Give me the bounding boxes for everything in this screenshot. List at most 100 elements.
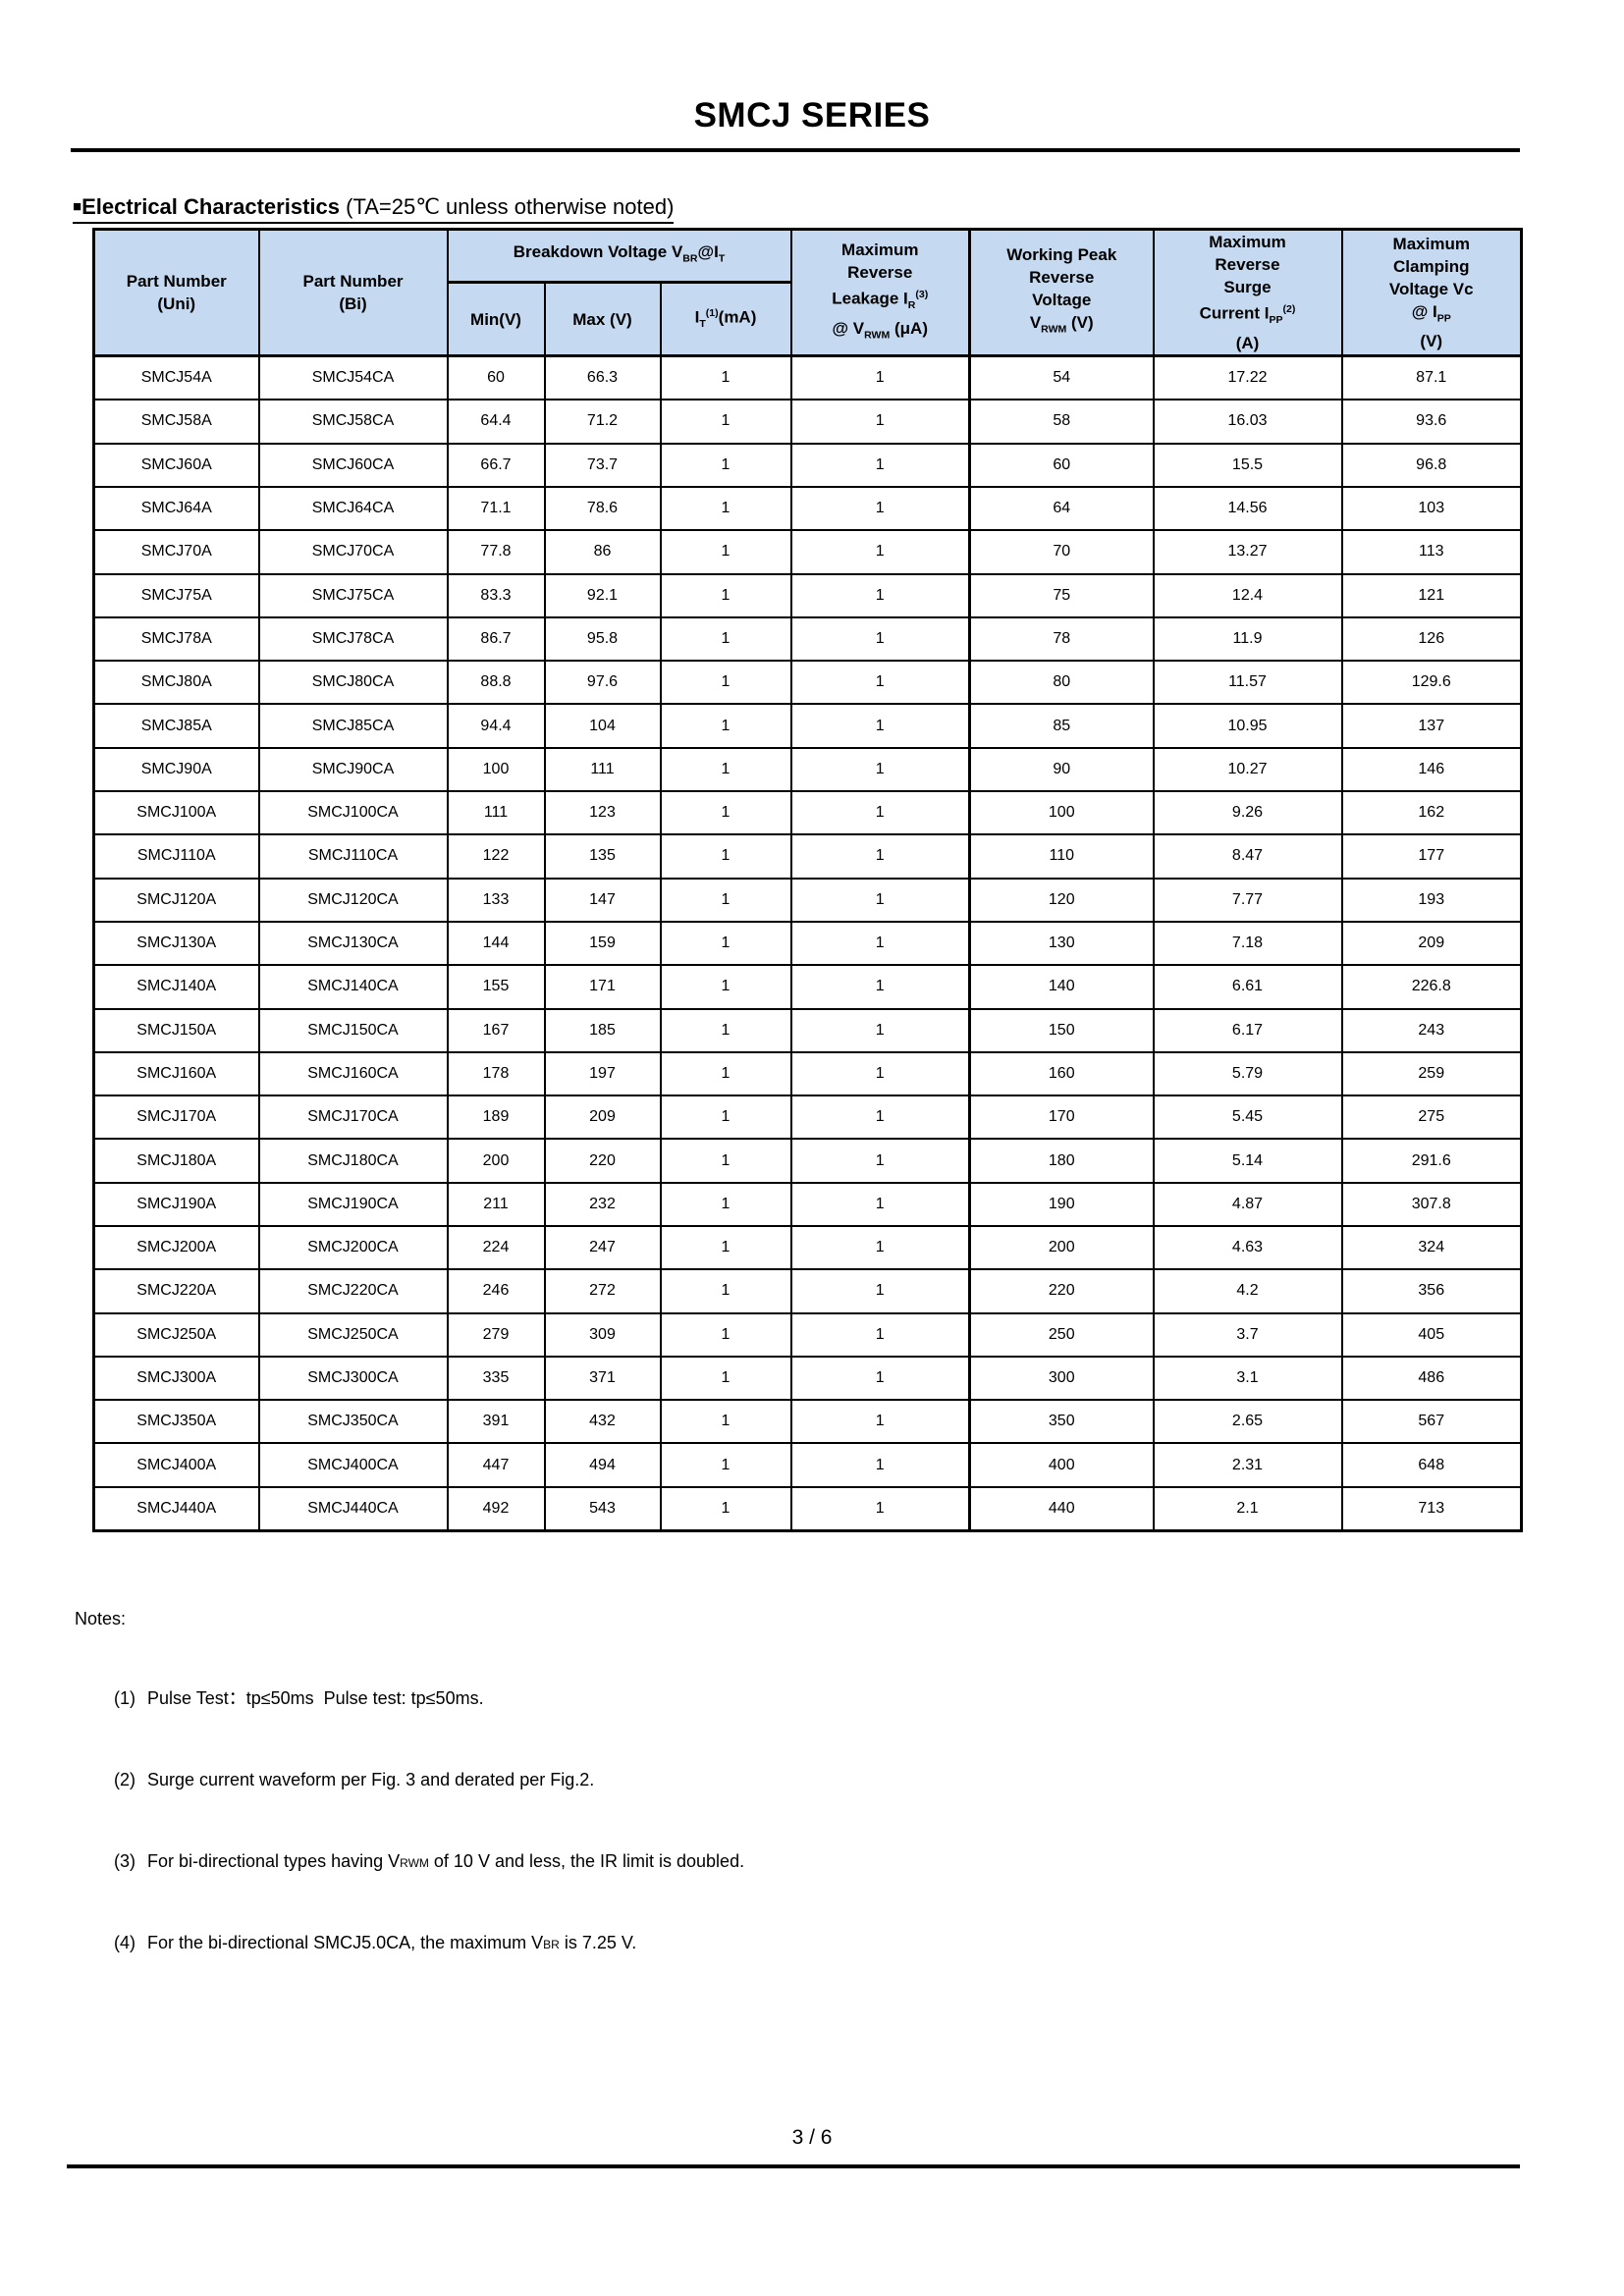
- table-row: SMCJ80A SMCJ80CA 88.8 97.6 1 1 80 11.57 129.6: [92, 660, 1523, 706]
- table-cell: SMCJ350A: [92, 1399, 260, 1445]
- table-cell: 14.56: [1152, 485, 1343, 532]
- table-cell: 350: [968, 1399, 1155, 1445]
- table-cell: 123: [543, 790, 662, 836]
- table-row: SMCJ70A SMCJ70CA 77.8 86 1 1 70 13.27 113: [92, 529, 1523, 575]
- table-cell: 71.1: [446, 485, 546, 532]
- table-cell: 220: [968, 1268, 1155, 1314]
- table-row: SMCJ250A SMCJ250CA 279 309 1 1 250 3.7 405: [92, 1311, 1523, 1358]
- table-cell: 86.7: [446, 615, 546, 663]
- table-cell: SMCJ120A: [92, 877, 260, 923]
- table-cell: 60: [968, 442, 1155, 488]
- table-cell: 64: [968, 485, 1155, 532]
- table-cell: 1: [659, 615, 792, 663]
- table-cell: 5.45: [1152, 1095, 1343, 1141]
- table-cell: 1: [659, 529, 792, 575]
- table-cell: 147: [543, 877, 662, 923]
- table-cell: 220: [543, 1138, 662, 1184]
- table-row: SMCJ54A SMCJ54CA 60 66.3 1 1 54 17.22 87.1: [92, 354, 1523, 401]
- table-cell: 70: [968, 529, 1155, 575]
- table-cell: 324: [1340, 1224, 1523, 1271]
- table-cell: SMCJ250CA: [257, 1311, 449, 1358]
- table-cell: 1: [789, 1311, 971, 1358]
- col-header-part-number-bi: Part Number (Bi): [257, 228, 449, 358]
- col-header-min: Min(V): [446, 281, 546, 358]
- table-cell: 11.9: [1152, 615, 1343, 663]
- table-cell: 10.95: [1152, 703, 1343, 749]
- table-row: SMCJ78A SMCJ78CA 86.7 95.8 1 1 78 11.9 126: [92, 615, 1523, 663]
- table-cell: 300: [968, 1355, 1155, 1402]
- table-cell: SMCJ190CA: [257, 1181, 449, 1227]
- table-cell: 1: [659, 485, 792, 532]
- table-cell: 3.7: [1152, 1311, 1343, 1358]
- table-cell: 3.1: [1152, 1355, 1343, 1402]
- table-cell: SMCJ60CA: [257, 442, 449, 488]
- table-cell: 200: [446, 1138, 546, 1184]
- table-cell: 1: [789, 1485, 971, 1532]
- table-cell: SMCJ110CA: [257, 833, 449, 880]
- table-cell: 486: [1340, 1355, 1523, 1402]
- table-cell: SMCJ440A: [92, 1485, 260, 1532]
- table-cell: SMCJ180CA: [257, 1138, 449, 1184]
- table-cell: 209: [543, 1095, 662, 1141]
- table-cell: 1: [789, 1050, 971, 1097]
- table-row: SMCJ180A SMCJ180CA 200 220 1 1 180 5.14 291.6: [92, 1138, 1523, 1184]
- table-cell: 335: [446, 1355, 546, 1402]
- table-cell: 1: [659, 354, 792, 401]
- table-header: Part Number (Uni) Part Number (Bi) Break…: [92, 228, 1523, 358]
- table-cell: 5.14: [1152, 1138, 1343, 1184]
- table-cell: 190: [968, 1181, 1155, 1227]
- table-cell: SMCJ130A: [92, 920, 260, 967]
- table-cell: 224: [446, 1224, 546, 1271]
- page-number: 3 / 6: [791, 2126, 833, 2149]
- table-cell: SMCJ350CA: [257, 1399, 449, 1445]
- table-cell: 1: [659, 1442, 792, 1488]
- table-cell: 1: [789, 920, 971, 967]
- table-cell: 7.77: [1152, 877, 1343, 923]
- table-cell: 92.1: [543, 572, 662, 618]
- table-row: SMCJ120A SMCJ120CA 133 147 1 1 120 7.77 193: [92, 877, 1523, 923]
- table-cell: 60: [446, 354, 546, 401]
- table-cell: 1: [659, 920, 792, 967]
- table-cell: 10.27: [1152, 746, 1343, 793]
- table-cell: 95.8: [543, 615, 662, 663]
- table-cell: 90: [968, 746, 1155, 793]
- table-cell: SMCJ220A: [92, 1268, 260, 1314]
- table-cell: SMCJ170A: [92, 1095, 260, 1141]
- table-cell: 2.1: [1152, 1485, 1343, 1532]
- note-item-2: (2) Surge current waveform per Fig. 3 and…: [114, 1770, 595, 1789]
- table-cell: SMCJ440CA: [257, 1485, 449, 1532]
- table-cell: 167: [446, 1007, 546, 1053]
- table-cell: 209: [1340, 920, 1523, 967]
- table-cell: SMCJ180A: [92, 1138, 260, 1184]
- table-cell: 120: [968, 877, 1155, 923]
- table-cell: 5.79: [1152, 1050, 1343, 1097]
- table-cell: SMCJ140A: [92, 964, 260, 1010]
- table-cell: 6.17: [1152, 1007, 1343, 1053]
- table-cell: SMCJ150A: [92, 1007, 260, 1053]
- table-cell: 432: [543, 1399, 662, 1445]
- table-cell: 126: [1340, 615, 1523, 663]
- table-cell: 159: [543, 920, 662, 967]
- table-cell: 104: [543, 703, 662, 749]
- table-cell: 492: [446, 1485, 546, 1532]
- col-header-clamping-voltage: Maximum Clamping Voltage Vc @ IPP (V): [1340, 228, 1523, 358]
- table-cell: 1: [789, 1181, 971, 1227]
- table-cell: SMCJ80CA: [257, 660, 449, 706]
- table-cell: SMCJ90A: [92, 746, 260, 793]
- table-row: SMCJ75A SMCJ75CA 83.3 92.1 1 1 75 12.4 121: [92, 572, 1523, 618]
- table-cell: 66.7: [446, 442, 546, 488]
- table-cell: SMCJ75A: [92, 572, 260, 618]
- col-header-part-number-uni: Part Number (Uni): [92, 228, 260, 358]
- table-cell: 1: [659, 833, 792, 880]
- table-cell: 1: [789, 572, 971, 618]
- table-cell: 171: [543, 964, 662, 1010]
- table-cell: 113: [1340, 529, 1523, 575]
- col-header-max: Max (V): [543, 281, 662, 358]
- table-cell: 1: [789, 442, 971, 488]
- table-cell: SMCJ78A: [92, 615, 260, 663]
- table-row: SMCJ300A SMCJ300CA 335 371 1 1 300 3.1 486: [92, 1355, 1523, 1402]
- table-cell: SMCJ54A: [92, 354, 260, 401]
- table-cell: 243: [1340, 1007, 1523, 1053]
- table-cell: 135: [543, 833, 662, 880]
